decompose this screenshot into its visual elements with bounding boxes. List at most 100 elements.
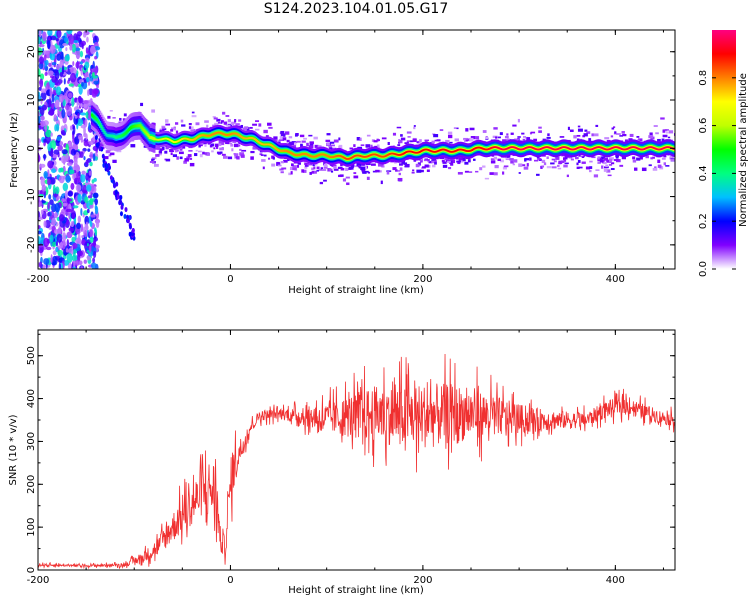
spectrogram-halo-cell xyxy=(109,152,115,156)
spectrogram-ridge-cell xyxy=(573,148,576,151)
spectrogram-halo-cell xyxy=(217,122,221,124)
spectrogram-noise-blob xyxy=(47,160,54,169)
spectrogram-ridge-cell xyxy=(456,149,460,151)
spectrogram-x-tick-label: 200 xyxy=(413,274,432,285)
spectrogram-noise-blob xyxy=(62,239,66,250)
spectrogram-ridge-cell xyxy=(387,153,390,156)
spectrogram-ridge-cell xyxy=(455,149,459,152)
spectrogram-ridge-cell xyxy=(557,147,560,150)
spectrogram-ridge-cell xyxy=(451,151,454,153)
spectrogram-ridge-cell xyxy=(668,146,671,149)
spectrogram-noise-blob xyxy=(69,45,73,51)
spectrogram-y-tick-label: -20 xyxy=(26,237,37,253)
spectrogram-halo-cell xyxy=(521,132,525,135)
spectrogram-ridge-cell xyxy=(623,148,626,151)
spectrogram-ridge-cell xyxy=(349,157,352,160)
spectrogram-branch-blob xyxy=(113,183,117,189)
spectrogram-ridge-cell xyxy=(401,153,404,155)
spectrogram-ridge-cell xyxy=(284,150,288,152)
spectrogram-ridge-cell xyxy=(437,150,440,152)
spectrogram-halo-cell xyxy=(213,147,216,150)
spectrogram-halo-cell xyxy=(170,152,173,156)
spectrogram-noise-blob xyxy=(45,129,52,138)
spectrogram-halo-cell xyxy=(373,140,378,143)
spectrogram-halo-cell xyxy=(316,166,320,170)
spectrogram-noise-blob xyxy=(85,221,89,230)
spectrogram-halo-cell xyxy=(179,156,183,160)
spectrogram-halo-cell xyxy=(589,160,593,163)
spectrogram-halo-cell xyxy=(281,167,287,170)
spectrogram-halo-cell xyxy=(610,135,614,138)
spectrogram-noise-blob xyxy=(77,250,83,257)
spectrogram-noise-blob xyxy=(80,173,86,183)
spectrogram-noise-blob xyxy=(88,122,91,131)
spectrogram-halo-cell xyxy=(493,172,498,176)
spectrogram-halo-cell xyxy=(406,141,409,144)
spectrogram-ridge-cell xyxy=(314,155,318,158)
spectrogram-halo-cell xyxy=(506,133,509,136)
spectrogram-noise-blob xyxy=(67,92,73,99)
spectrogram-halo-cell xyxy=(279,136,284,140)
spectrogram-ridge-cell xyxy=(250,137,253,139)
spectrogram-halo-cell xyxy=(585,166,591,170)
spectrogram-ridge-cell xyxy=(469,149,472,152)
spectrogram-halo-cell xyxy=(304,166,308,169)
spectrogram-halo-cell xyxy=(502,166,507,170)
spectrogram-halo-cell xyxy=(652,167,658,171)
spectrogram-ridge-cell xyxy=(392,152,395,155)
spectrogram-ylabel: Frequency (Hz) xyxy=(9,112,20,188)
spectrogram-halo-cell xyxy=(636,157,641,161)
spectrogram-halo-cell xyxy=(237,144,241,147)
spectrogram-halo-cell xyxy=(367,171,371,174)
spectrogram-noise-blob xyxy=(93,227,97,233)
spectrogram-x-tick-label: -200 xyxy=(27,274,50,285)
spectrogram-branch-blob xyxy=(119,194,123,200)
spectrogram-ridge-cell xyxy=(631,146,634,148)
spectrogram-halo-cell xyxy=(279,168,284,171)
spectrogram-ridge-cell xyxy=(404,151,408,154)
spectrogram-ridge-cell xyxy=(154,138,157,141)
spectrogram-halo-cell xyxy=(259,153,263,156)
spectrogram-ridge-cell xyxy=(588,148,591,151)
spectrogram-ridge-cell xyxy=(268,143,271,146)
spectrogram-noise-blob xyxy=(43,138,47,143)
spectrogram-noise-blob xyxy=(60,130,66,136)
spectrogram-halo-cell xyxy=(340,167,345,171)
spectrogram-ridge-cell xyxy=(522,148,525,150)
spectrogram-noise-blob xyxy=(65,47,68,52)
spectrogram-halo-cell xyxy=(560,160,565,163)
spectrogram-ridge-cell xyxy=(102,129,105,133)
spectrogram-halo-cell xyxy=(637,138,643,142)
spectrogram-ridge-cell xyxy=(353,155,356,158)
colorbar-tick-label: 0.0 xyxy=(698,261,709,277)
spectrogram-ridge-cell xyxy=(319,153,322,156)
spectrogram-ridge-cell xyxy=(627,147,631,150)
spectrogram-halo-cell xyxy=(349,147,353,150)
spectrogram-ridge-cell xyxy=(608,148,611,151)
spectrogram-ridge-cell xyxy=(217,131,221,134)
spectrogram-noise-blob xyxy=(58,214,65,222)
spectrogram-ridge-cell xyxy=(482,148,485,150)
spectrogram-halo-cell xyxy=(469,137,474,142)
spectrogram-halo-cell xyxy=(149,161,155,163)
spectrogram-halo-cell xyxy=(219,142,225,146)
spectrogram-halo-cell xyxy=(326,142,330,146)
spectrogram-ridge-cell xyxy=(596,146,599,148)
spectrogram-halo-cell xyxy=(441,159,445,163)
spectrogram-halo-cell xyxy=(538,130,542,133)
spectrogram-ridge-cell xyxy=(415,151,418,154)
spectrogram-halo-cell xyxy=(423,159,428,162)
spectrogram-halo-cell xyxy=(510,160,514,164)
spectrogram-halo-cell xyxy=(654,166,657,170)
spectrogram-halo-cell xyxy=(602,159,605,164)
spectrogram-noise-blob xyxy=(87,30,94,33)
spectrogram-ridge-cell xyxy=(253,138,256,141)
spectrogram-ridge-cell xyxy=(214,132,217,135)
spectrogram-noise-blob xyxy=(86,184,92,192)
spectrogram-ridge-cell xyxy=(354,155,357,157)
spectrogram-halo-cell xyxy=(308,134,313,137)
spectrogram-noise-blob xyxy=(80,207,83,216)
spectrogram-halo-cell xyxy=(231,148,234,152)
spectrogram-halo-cell xyxy=(242,127,247,131)
spectrogram-halo-cell xyxy=(312,163,316,167)
